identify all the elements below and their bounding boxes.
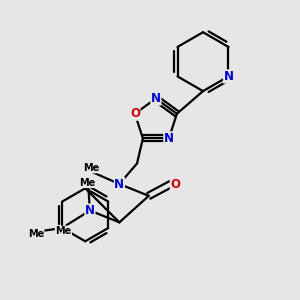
Text: Me: Me <box>79 178 95 188</box>
Text: Me: Me <box>55 226 71 236</box>
Text: Me: Me <box>83 163 100 173</box>
Text: N: N <box>114 178 124 190</box>
Text: N: N <box>85 204 95 217</box>
Text: Me: Me <box>28 229 44 239</box>
Text: N: N <box>151 92 161 105</box>
Text: N: N <box>164 132 174 145</box>
Text: O: O <box>170 178 180 190</box>
Text: O: O <box>130 107 140 120</box>
Text: N: N <box>224 70 233 83</box>
